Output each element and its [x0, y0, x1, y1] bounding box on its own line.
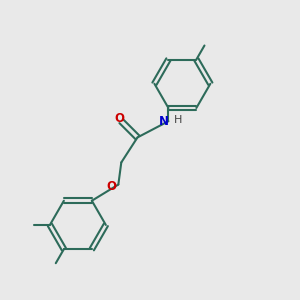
Text: H: H [174, 115, 182, 125]
Text: O: O [107, 179, 117, 193]
Text: O: O [114, 112, 124, 125]
Text: N: N [159, 115, 169, 128]
